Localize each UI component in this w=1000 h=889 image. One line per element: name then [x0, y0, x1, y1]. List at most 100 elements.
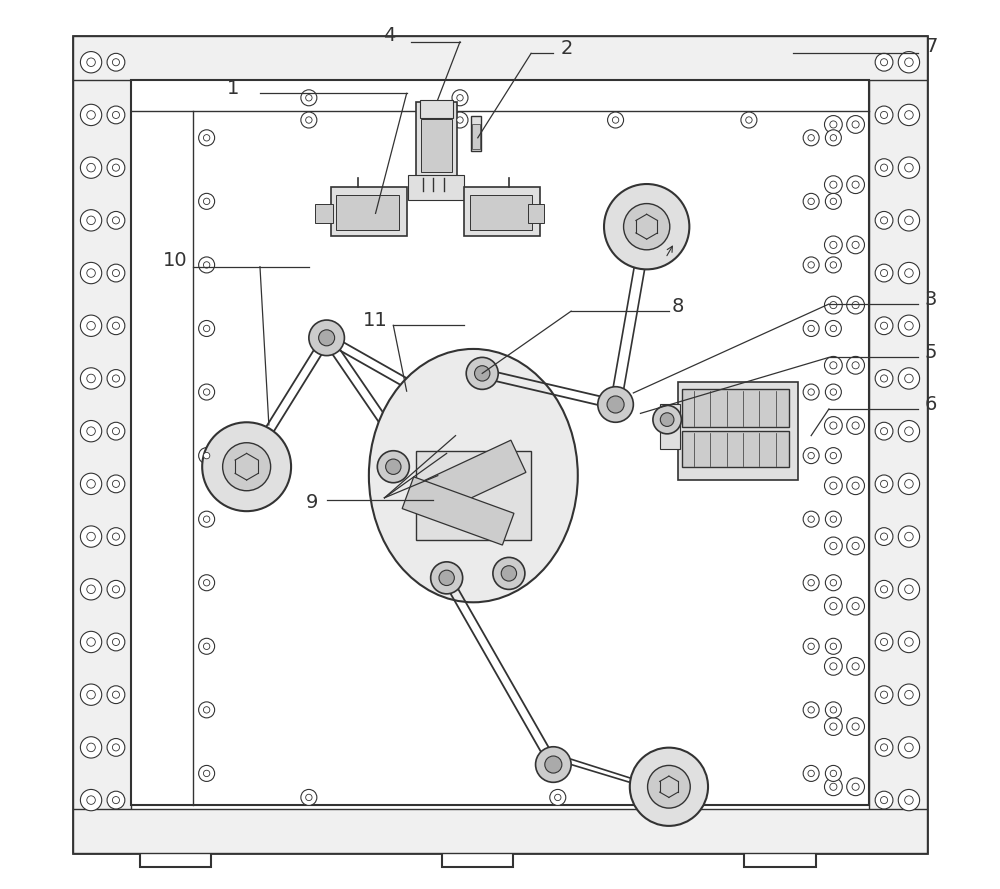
Circle shape — [803, 257, 819, 273]
Circle shape — [880, 638, 888, 645]
Text: 9: 9 — [305, 493, 318, 512]
Circle shape — [875, 475, 893, 493]
Bar — [73, 36, 927, 80]
Circle shape — [852, 362, 859, 369]
Circle shape — [905, 58, 913, 67]
Circle shape — [80, 737, 102, 758]
Text: 6: 6 — [925, 395, 937, 414]
Circle shape — [905, 427, 913, 436]
Circle shape — [898, 579, 920, 600]
Circle shape — [112, 59, 120, 66]
Bar — [464, 187, 540, 236]
Circle shape — [847, 477, 864, 494]
Circle shape — [612, 116, 619, 124]
Bar — [131, 80, 869, 805]
Circle shape — [803, 384, 819, 400]
Circle shape — [830, 241, 837, 248]
Circle shape — [501, 565, 517, 581]
Circle shape — [880, 586, 888, 593]
Circle shape — [852, 723, 859, 730]
Circle shape — [875, 212, 893, 229]
Circle shape — [808, 453, 814, 459]
Bar — [470, 195, 532, 230]
Circle shape — [107, 475, 125, 493]
Circle shape — [457, 94, 463, 101]
Circle shape — [830, 723, 837, 730]
Bar — [682, 389, 789, 427]
Bar — [73, 36, 131, 853]
Circle shape — [107, 581, 125, 598]
Circle shape — [825, 575, 841, 590]
Circle shape — [875, 528, 893, 546]
Circle shape — [607, 396, 624, 413]
Circle shape — [112, 375, 120, 382]
Circle shape — [808, 580, 814, 586]
Circle shape — [199, 702, 215, 718]
Circle shape — [107, 739, 125, 757]
Circle shape — [203, 261, 210, 268]
Circle shape — [112, 428, 120, 435]
Circle shape — [905, 691, 913, 699]
Circle shape — [905, 110, 913, 119]
Text: 4: 4 — [383, 26, 395, 45]
Circle shape — [80, 789, 102, 811]
Circle shape — [824, 477, 842, 494]
Circle shape — [880, 59, 888, 66]
Circle shape — [608, 112, 624, 128]
Circle shape — [199, 257, 215, 273]
Circle shape — [203, 580, 210, 586]
Circle shape — [880, 533, 888, 541]
Circle shape — [880, 480, 888, 487]
Circle shape — [825, 447, 841, 464]
Bar — [73, 809, 927, 853]
Circle shape — [107, 528, 125, 546]
Circle shape — [87, 743, 95, 752]
Circle shape — [80, 315, 102, 336]
Circle shape — [852, 482, 859, 489]
Circle shape — [808, 770, 814, 777]
Circle shape — [803, 194, 819, 209]
Circle shape — [880, 217, 888, 224]
Circle shape — [825, 702, 841, 718]
Circle shape — [648, 765, 690, 808]
Bar — [315, 204, 333, 223]
Circle shape — [824, 778, 842, 796]
Circle shape — [808, 325, 814, 332]
Circle shape — [830, 261, 837, 268]
Circle shape — [808, 643, 814, 650]
Circle shape — [199, 511, 215, 527]
Circle shape — [875, 106, 893, 124]
Circle shape — [898, 737, 920, 758]
Circle shape — [830, 134, 837, 141]
Circle shape — [830, 121, 837, 128]
Circle shape — [112, 638, 120, 645]
Circle shape — [803, 575, 819, 590]
Bar — [682, 431, 789, 467]
Bar — [421, 119, 452, 172]
Circle shape — [87, 216, 95, 225]
Circle shape — [852, 542, 859, 549]
Circle shape — [80, 104, 102, 125]
Circle shape — [80, 473, 102, 494]
Circle shape — [199, 130, 215, 146]
Bar — [660, 404, 680, 449]
Circle shape — [824, 597, 842, 615]
Circle shape — [905, 164, 913, 172]
Circle shape — [203, 453, 210, 459]
Circle shape — [80, 262, 102, 284]
Text: 11: 11 — [363, 310, 388, 330]
Circle shape — [880, 375, 888, 382]
Circle shape — [847, 116, 864, 133]
Text: 3: 3 — [925, 290, 937, 309]
Bar — [331, 187, 407, 236]
Circle shape — [830, 783, 837, 790]
Circle shape — [852, 181, 859, 188]
Circle shape — [80, 526, 102, 548]
Circle shape — [824, 417, 842, 435]
Circle shape — [107, 264, 125, 282]
Bar — [471, 116, 481, 151]
Circle shape — [905, 216, 913, 225]
Circle shape — [898, 368, 920, 389]
Circle shape — [824, 356, 842, 374]
Circle shape — [825, 257, 841, 273]
